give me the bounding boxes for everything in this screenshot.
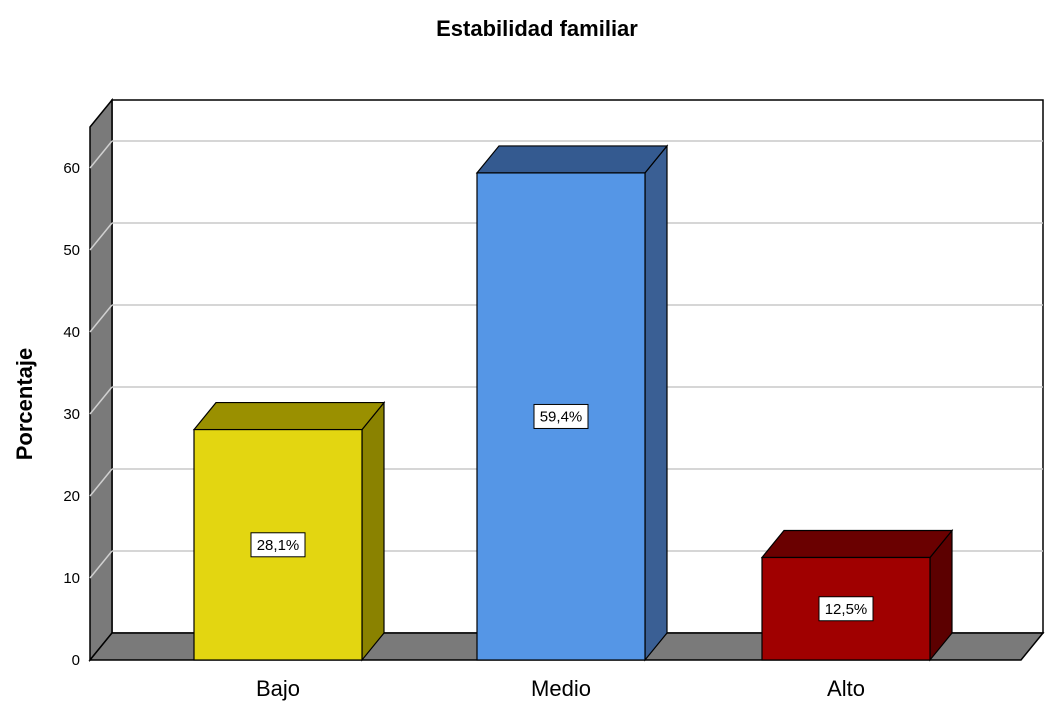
x-axis-categories: Bajo Medio Alto (256, 676, 865, 701)
bar: 59,4% (475, 144, 669, 662)
y-tick-label: 10 (63, 570, 80, 587)
data-label: 59,4% (540, 408, 583, 425)
y-tick-label: 50 (63, 242, 80, 259)
data-label: 12,5% (825, 601, 868, 618)
left-wall (89, 97, 113, 663)
y-tick-label: 60 (63, 160, 80, 177)
gridline-side (89, 386, 113, 415)
y-tick-label: 20 (63, 488, 80, 505)
bar: 12,5% (760, 528, 954, 662)
x-category-label: Medio (531, 676, 591, 701)
data-label-box (533, 403, 589, 429)
data-label: 28,1% (257, 537, 300, 554)
y-tick-label: 30 (63, 406, 80, 423)
gridline-side (89, 140, 113, 169)
y-tick-label: 0 (72, 652, 80, 669)
data-label-box (250, 532, 306, 558)
bar-side (361, 400, 385, 662)
y-axis-ticks: 0 10 20 30 40 50 60 (63, 160, 80, 669)
bar-top (760, 529, 954, 559)
data-label-box (818, 596, 874, 622)
bar-top (475, 145, 669, 174)
x-category-label: Alto (827, 676, 865, 701)
gridline-side (89, 222, 113, 251)
chart-title: Estabilidad familiar (436, 16, 638, 41)
bar-side (644, 144, 668, 662)
bars: 28,1% 59,4% 12,5% (192, 144, 954, 662)
x-category-label: Bajo (256, 676, 300, 701)
bar: 28,1% (192, 400, 386, 662)
gridline-side (89, 550, 113, 579)
gridline-side (89, 468, 113, 497)
y-tick-label: 40 (63, 324, 80, 341)
bar-top (192, 401, 386, 431)
gridline-side (89, 304, 113, 333)
y-axis-label: Porcentaje (12, 348, 37, 461)
